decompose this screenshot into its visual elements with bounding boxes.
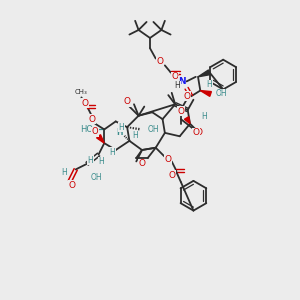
Text: O: O — [88, 115, 95, 124]
Text: O: O — [124, 98, 130, 106]
Text: CH₃: CH₃ — [75, 89, 88, 95]
Polygon shape — [97, 135, 104, 143]
Text: O: O — [177, 106, 184, 116]
Text: OH: OH — [215, 89, 227, 98]
Text: O: O — [69, 181, 76, 190]
Text: H: H — [110, 148, 115, 157]
Text: HO: HO — [80, 125, 93, 134]
Text: O: O — [165, 154, 172, 164]
Text: H: H — [175, 82, 180, 91]
Text: H: H — [116, 128, 122, 137]
Text: H: H — [207, 80, 212, 89]
Text: H: H — [201, 112, 207, 121]
Text: O: O — [92, 127, 98, 136]
Text: H: H — [88, 156, 93, 165]
Text: O: O — [172, 72, 178, 81]
Text: O: O — [81, 99, 88, 108]
Text: O: O — [139, 159, 145, 168]
Text: O: O — [192, 128, 199, 137]
Text: H: H — [118, 123, 124, 132]
Text: H: H — [98, 157, 104, 166]
Text: N: N — [178, 77, 186, 86]
Polygon shape — [184, 117, 190, 124]
Text: H: H — [61, 168, 67, 177]
Text: H: H — [132, 130, 138, 140]
Text: O: O — [157, 58, 164, 67]
Text: O: O — [168, 171, 175, 180]
Polygon shape — [200, 91, 211, 96]
Text: O: O — [196, 128, 203, 137]
Polygon shape — [198, 70, 210, 77]
Text: OH: OH — [148, 125, 159, 134]
Text: O: O — [183, 92, 190, 101]
Text: OH: OH — [91, 173, 102, 182]
